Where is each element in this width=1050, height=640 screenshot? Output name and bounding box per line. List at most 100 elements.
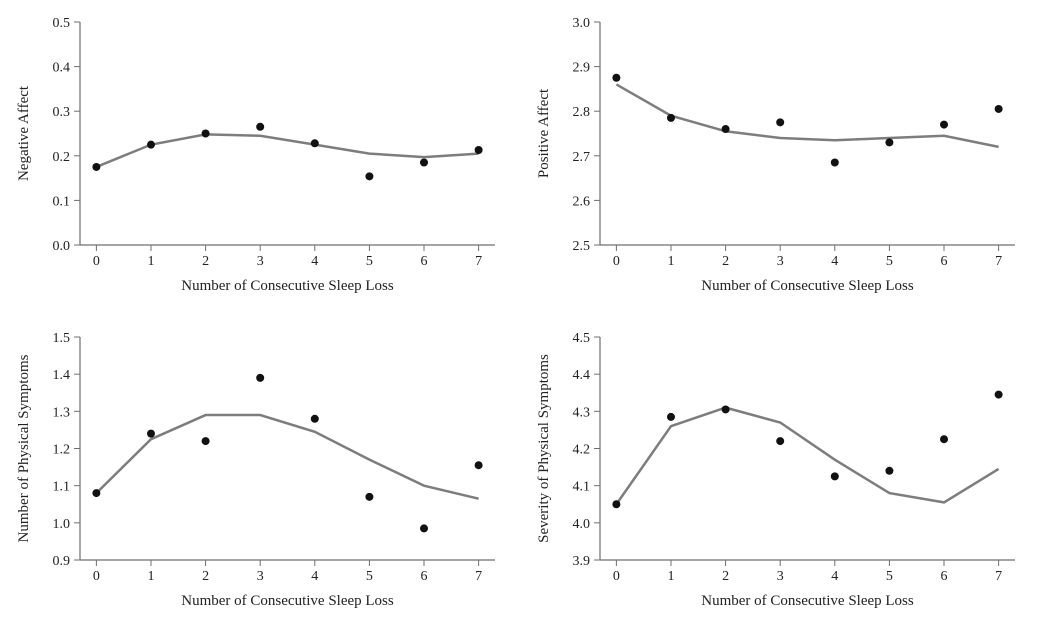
data-point (147, 430, 155, 438)
x-tick-label: 5 (886, 569, 893, 584)
y-tick-label: 2.8 (573, 105, 591, 120)
x-tick-label: 7 (995, 569, 1002, 584)
data-point (420, 158, 428, 166)
y-tick-label: 0.3 (53, 105, 71, 120)
data-point (776, 118, 784, 126)
x-tick-label: 0 (613, 569, 620, 584)
chart-positive_affect: 012345672.52.62.72.82.93.0Number of Cons… (530, 10, 1030, 310)
data-point (612, 500, 620, 508)
x-tick-label: 6 (941, 569, 948, 584)
data-point (365, 172, 373, 180)
data-point (667, 114, 675, 122)
data-point (940, 435, 948, 443)
x-tick-label: 4 (831, 254, 838, 269)
data-point (92, 489, 100, 497)
data-point (722, 405, 730, 413)
y-tick-label: 1.1 (53, 480, 71, 495)
x-tick-label: 4 (311, 254, 318, 269)
data-point (311, 139, 319, 147)
x-tick-label: 1 (667, 254, 674, 269)
x-tick-label: 2 (202, 254, 209, 269)
chart-num_symptoms: 012345670.91.01.11.21.31.41.5Number of C… (10, 325, 510, 625)
x-tick-label: 4 (831, 569, 838, 584)
data-point (612, 74, 620, 82)
y-tick-label: 4.4 (573, 368, 591, 383)
data-point (92, 163, 100, 171)
x-tick-label: 0 (93, 254, 100, 269)
y-tick-label: 0.1 (53, 194, 71, 209)
data-point (475, 461, 483, 469)
data-point (831, 472, 839, 480)
data-point (776, 437, 784, 445)
y-tick-label: 1.5 (53, 331, 71, 346)
data-point (722, 125, 730, 133)
y-tick-label: 1.0 (53, 517, 71, 532)
x-tick-label: 7 (475, 254, 482, 269)
data-point (311, 415, 319, 423)
panel-sev-symptoms: 012345673.94.04.14.24.34.44.5Number of C… (530, 325, 1030, 630)
x-tick-label: 2 (722, 254, 729, 269)
x-tick-label: 5 (366, 569, 373, 584)
y-tick-label: 1.3 (53, 405, 71, 420)
y-tick-label: 4.3 (573, 405, 591, 420)
y-tick-label: 2.5 (573, 239, 591, 254)
x-tick-label: 6 (421, 569, 428, 584)
data-point (420, 524, 428, 532)
x-axis-title: Number of Consecutive Sleep Loss (701, 278, 914, 294)
chart-negative_affect: 012345670.00.10.20.30.40.5Number of Cons… (10, 10, 510, 310)
x-tick-label: 5 (886, 254, 893, 269)
y-axis-title: Severity of Physical Symptoms (536, 354, 552, 543)
data-point (365, 493, 373, 501)
y-tick-label: 2.9 (573, 61, 591, 76)
x-tick-label: 1 (147, 254, 154, 269)
x-tick-label: 0 (613, 254, 620, 269)
y-axis-title: Number of Physical Symptoms (16, 354, 32, 542)
x-tick-label: 1 (667, 569, 674, 584)
y-tick-label: 2.6 (573, 194, 591, 209)
trend-line (616, 408, 998, 505)
x-tick-label: 6 (421, 254, 428, 269)
y-tick-label: 0.9 (53, 554, 71, 569)
x-tick-label: 7 (475, 569, 482, 584)
data-point (940, 121, 948, 129)
x-tick-label: 2 (722, 569, 729, 584)
panel-num-symptoms: 012345670.91.01.11.21.31.41.5Number of C… (10, 325, 510, 630)
data-point (995, 391, 1003, 399)
y-tick-label: 4.0 (573, 517, 591, 532)
data-point (995, 105, 1003, 113)
y-tick-label: 2.7 (573, 150, 591, 165)
data-point (667, 413, 675, 421)
y-tick-label: 0.4 (53, 61, 71, 76)
x-tick-label: 6 (941, 254, 948, 269)
y-tick-label: 4.1 (573, 480, 591, 495)
x-tick-label: 2 (202, 569, 209, 584)
x-axis-title: Number of Consecutive Sleep Loss (701, 593, 914, 609)
data-point (202, 130, 210, 138)
x-tick-label: 3 (257, 254, 264, 269)
panel-positive-affect: 012345672.52.62.72.82.93.0Number of Cons… (530, 10, 1030, 315)
data-point (885, 138, 893, 146)
data-point (256, 374, 264, 382)
y-tick-label: 4.2 (573, 443, 591, 458)
x-tick-label: 3 (777, 569, 784, 584)
trend-line (96, 415, 478, 499)
panel-negative-affect: 012345670.00.10.20.30.40.5Number of Cons… (10, 10, 510, 315)
y-tick-label: 3.0 (573, 16, 591, 31)
data-point (475, 146, 483, 154)
x-tick-label: 3 (257, 569, 264, 584)
y-tick-label: 0.2 (53, 150, 71, 165)
y-axis-title: Negative Affect (16, 85, 32, 181)
y-tick-label: 3.9 (573, 554, 591, 569)
y-tick-label: 0.5 (53, 16, 71, 31)
x-tick-label: 3 (777, 254, 784, 269)
y-axis-title: Positive Affect (536, 88, 552, 178)
figure-grid: 0 1 2 3 4 5 6 7 0.0 0.1 0.2 0.3 0.4 0.5 Number of Cons… (0, 0, 1050, 640)
x-tick-label: 5 (366, 254, 373, 269)
y-tick-label: 0.0 (53, 239, 71, 254)
chart-sev_symptoms: 012345673.94.04.14.24.34.44.5Number of C… (530, 325, 1030, 625)
data-point (885, 467, 893, 475)
x-tick-label: 1 (147, 569, 154, 584)
x-axis-title: Number of Consecutive Sleep Loss (181, 593, 394, 609)
x-tick-label: 4 (311, 569, 318, 584)
data-point (256, 123, 264, 131)
